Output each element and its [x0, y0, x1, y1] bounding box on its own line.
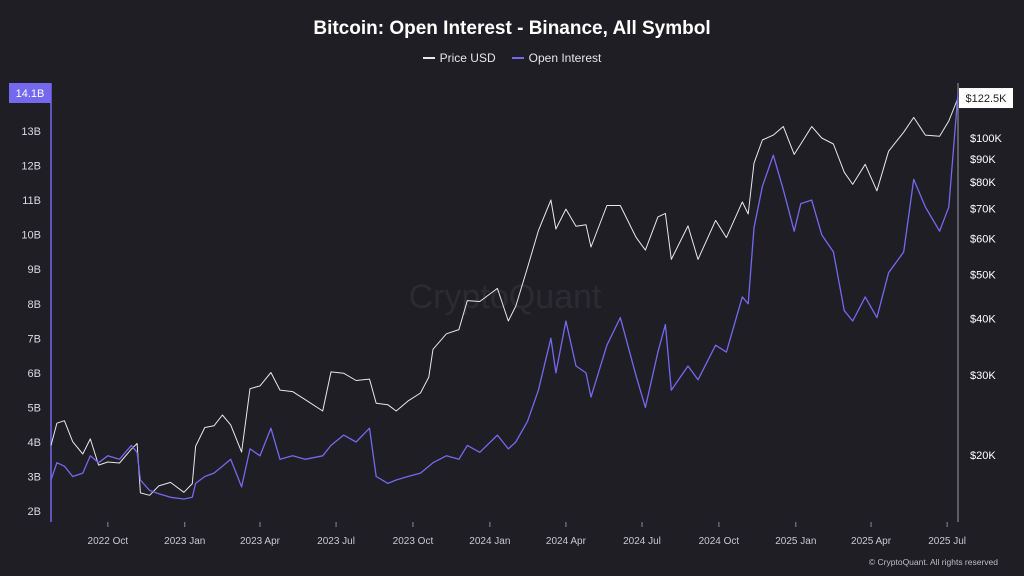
- legend-label-price: Price USD: [439, 51, 496, 65]
- left-tick-label: 6B: [28, 368, 41, 380]
- x-tick-label: 2023 Oct: [393, 536, 434, 547]
- right-tick-label: $50K: [970, 270, 996, 282]
- legend-swatch-price: [422, 57, 435, 59]
- x-tick-label: 2024 Jan: [469, 536, 510, 547]
- price-current-badge: [959, 88, 1013, 109]
- legend-label-open-interest: Open Interest: [528, 51, 602, 65]
- right-tick-label: $30K: [970, 370, 996, 382]
- x-tick-label: 2025 Jan: [775, 536, 816, 547]
- left-tick-label: 3B: [28, 472, 41, 484]
- x-axis: 2022 Oct 2023 Jan 2023 Apr 2023 Jul 2023 Oct…: [88, 522, 966, 547]
- series-layer: [50, 92, 959, 500]
- series-line-open-interest: [50, 92, 959, 500]
- right-tick-label: $80K: [970, 177, 996, 189]
- x-tick-label: 2023 Jan: [164, 536, 205, 547]
- legend: Price USD Open Interest: [0, 51, 1024, 65]
- right-tick-label: $70K: [970, 203, 996, 215]
- right-tick-label: $90K: [970, 154, 996, 166]
- right-axis: $20K $30K $40K $50K $60K $70K $80K $90K $100K: [957, 83, 1002, 522]
- x-tick-label: 2023 Apr: [240, 536, 281, 547]
- right-tick-label: $40K: [970, 313, 996, 325]
- series-line-price-usd: [50, 97, 959, 496]
- price-current-value: $122.5K: [966, 93, 1008, 105]
- right-tick-label: $60K: [970, 234, 996, 246]
- left-tick-label: 4B: [28, 437, 41, 449]
- open-interest-current-badge: [9, 83, 51, 103]
- x-tick-label: 2024 Oct: [699, 536, 740, 547]
- value-badges: 14.1B $122.5K: [9, 83, 1013, 109]
- x-tick-label: 2024 Apr: [546, 536, 587, 547]
- chart-title: Bitcoin: Open Interest - Binance, All Sy…: [313, 18, 711, 39]
- left-axis: 2B 3B 4B 5B 6B 7B 8B 9B 10B 11B 12B 13B: [21, 83, 52, 522]
- left-tick-label: 5B: [28, 402, 41, 414]
- left-tick-label: 8B: [28, 299, 41, 311]
- legend-item-open-interest[interactable]: Open Interest: [511, 51, 602, 65]
- legend-swatch-open-interest: [511, 57, 524, 59]
- watermark: CryptoQuant: [409, 278, 602, 316]
- left-tick-label: 12B: [21, 161, 41, 173]
- x-tick-label: 2022 Oct: [88, 536, 129, 547]
- left-tick-label: 10B: [21, 230, 41, 242]
- x-tick-label: 2025 Apr: [851, 536, 892, 547]
- legend-item-price[interactable]: Price USD: [422, 51, 496, 65]
- left-tick-label: 7B: [28, 333, 41, 345]
- left-tick-label: 13B: [21, 126, 41, 138]
- x-tick-label: 2025 Jul: [928, 536, 966, 547]
- x-tick-label: 2023 Jul: [317, 536, 355, 547]
- open-interest-current-value: 14.1B: [16, 88, 45, 100]
- right-tick-label: $20K: [970, 450, 996, 462]
- left-tick-label: 11B: [22, 195, 41, 207]
- right-tick-label: $100K: [970, 133, 1002, 145]
- left-tick-label: 2B: [28, 506, 41, 518]
- left-tick-label: 9B: [28, 264, 41, 276]
- copyright-footer: © CryptoQuant. All rights reserved: [868, 557, 998, 567]
- x-tick-label: 2024 Jul: [623, 536, 661, 547]
